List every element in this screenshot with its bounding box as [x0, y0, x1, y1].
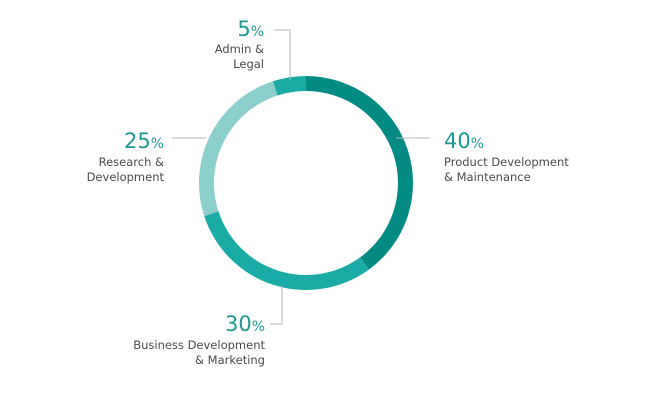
slice-value-label: 30% — [225, 312, 265, 336]
slice-labels: 40% Product Development& Maintenance 30% Bu… — [87, 17, 570, 367]
slice-category-label: Business Development — [133, 338, 265, 352]
slice-category-label: & Maintenance — [444, 170, 531, 184]
slice-category-label: Research & — [99, 155, 164, 169]
slice-business-development-and-marketing — [204, 211, 369, 291]
slice-product-development-and-maintenance — [306, 76, 413, 270]
leader-lines — [172, 29, 430, 325]
slice-value-label: 25% — [124, 129, 164, 153]
slice-research-and-development — [199, 81, 278, 217]
slice-category-label: & Marketing — [195, 353, 265, 367]
leader-line — [274, 29, 291, 80]
slice-admin-and-legal — [272, 76, 306, 96]
donut-slices — [199, 76, 413, 291]
slice-value-label: 40% — [444, 129, 484, 153]
slice-category-label: Development — [87, 170, 165, 184]
slice-category-label: Admin & — [215, 42, 264, 56]
slice-category-label: Legal — [233, 57, 264, 71]
slice-category-label: Product Development — [444, 155, 569, 169]
leader-line — [270, 285, 283, 325]
slice-value-label: 5% — [237, 17, 264, 41]
